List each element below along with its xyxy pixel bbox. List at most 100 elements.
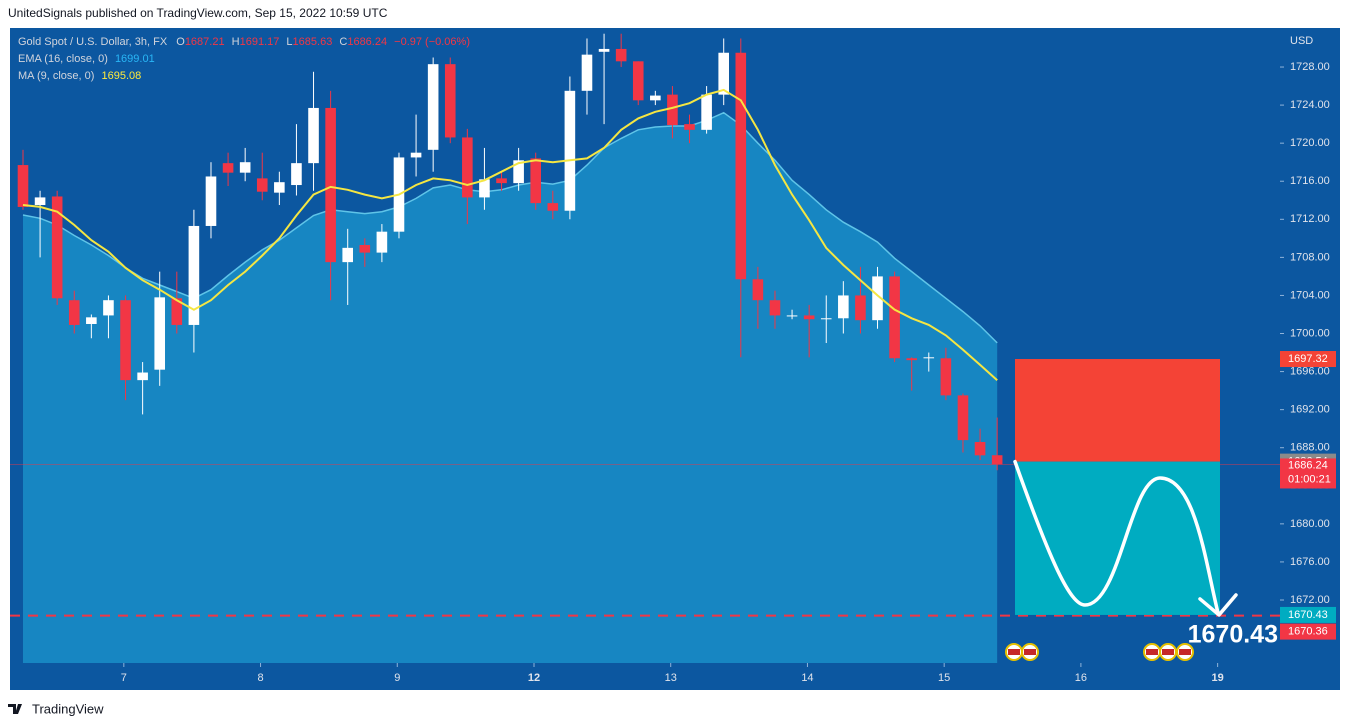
x-tick-label: 14 [801, 672, 813, 684]
y-tick-label: 1728.00 [1290, 61, 1330, 73]
x-tick-label: 15 [938, 672, 950, 684]
candle-body [68, 300, 80, 325]
candle-body [342, 247, 354, 263]
price-tag-label: 1670.36 [1288, 626, 1328, 638]
event-flag-stripe [1146, 649, 1158, 655]
candle-body [513, 160, 524, 184]
ohlc-prefix: O [176, 36, 185, 48]
price-tag-label: 1697.32 [1288, 353, 1328, 365]
price-tag [1280, 458, 1336, 489]
candle-body [889, 276, 900, 359]
y-tick-label: 1700.00 [1290, 327, 1330, 339]
ma-line [22, 88, 998, 382]
candle-body [410, 152, 422, 158]
y-tick-label: 1696.00 [1290, 365, 1330, 377]
stop-zone [1015, 359, 1220, 462]
event-flag-stripe [1008, 649, 1020, 655]
projection-curve [1013, 459, 1220, 615]
candle-body [308, 107, 319, 164]
y-tick-label: 1716.00 [1290, 175, 1330, 187]
candle-body [564, 90, 576, 211]
candle-body [239, 162, 251, 173]
candle-body [701, 94, 712, 130]
candle-body [752, 279, 764, 301]
published-note: UnitedSignals published on TradingView.c… [8, 6, 388, 20]
candle-body [154, 297, 166, 370]
event-flag-stripe [1179, 649, 1191, 655]
candle-body [496, 178, 507, 184]
ohlc-prefix: H [232, 36, 240, 48]
y-tick-label: 1712.00 [1290, 213, 1330, 225]
ema-line [22, 111, 998, 344]
plot [10, 33, 1280, 663]
candle-body [120, 300, 131, 381]
legend-ema: EMA (16, close, 0) 1699.01 [18, 53, 155, 65]
candle-body [547, 203, 559, 211]
candle-body [479, 179, 490, 198]
symbol-title: Gold Spot / U.S. Dollar, 3h, FX [18, 36, 168, 48]
countdown-label: 01:00:21 [1288, 473, 1331, 485]
candle-body [974, 442, 986, 456]
candle-body [769, 300, 781, 316]
candle-body [598, 48, 610, 52]
candle-body [274, 182, 285, 193]
candle-body [359, 244, 371, 253]
price-tag-label: 1686.24 [1288, 459, 1328, 471]
y-tick-label: 1692.00 [1290, 404, 1330, 416]
y-tick-label: 1724.00 [1290, 99, 1330, 111]
candle-body [103, 300, 114, 316]
candle-body [957, 395, 969, 441]
brand: TradingView [32, 701, 104, 716]
candle-body [838, 295, 849, 319]
price-tag-label: 1670.43 [1288, 609, 1328, 621]
tv-logo: TradingView [8, 701, 104, 716]
overlay: 1672.001676.001680.001684.001688.001692.… [121, 61, 1336, 684]
y-tick-label: 1704.00 [1290, 289, 1330, 301]
candle-body [786, 315, 798, 317]
event-flag-stripe [1162, 649, 1174, 655]
candle-body [923, 357, 935, 359]
ohlc-prefix: C [339, 36, 347, 48]
x-tick-label: 16 [1075, 672, 1087, 684]
ohlc-value: 1687.21 [185, 36, 225, 48]
price-tag [1280, 351, 1336, 368]
projection-arrow [1198, 593, 1238, 617]
ohlc-value: 1686.24 [347, 36, 387, 48]
x-tick-label: 13 [665, 672, 677, 684]
candle-body [991, 455, 1003, 465]
candle-body [86, 317, 97, 324]
candle-body [684, 124, 695, 130]
ohlc-value: 1685.63 [293, 36, 333, 48]
candle-body [291, 163, 302, 186]
candle-body [906, 358, 917, 361]
target-big-label: 1670.43 [1188, 621, 1278, 649]
candle-body [820, 318, 832, 320]
candle-body [667, 94, 678, 126]
candle-body [872, 276, 883, 321]
candle-body [718, 52, 730, 95]
indicator-value: 1695.08 [101, 70, 141, 82]
y-tick-label: 1708.00 [1290, 251, 1330, 263]
x-tick-label: 12 [528, 672, 540, 684]
x-tick-label: 9 [394, 672, 400, 684]
currency-label: USD [1290, 35, 1313, 47]
y-tick-label: 1672.00 [1290, 594, 1330, 606]
candle-body [325, 107, 336, 263]
candle-body [803, 315, 815, 320]
y-tick-label: 1720.00 [1290, 137, 1330, 149]
logo-mark [8, 704, 22, 714]
candle-body [940, 358, 952, 396]
ohlc-value: 1691.17 [240, 36, 280, 48]
price-tag [1280, 623, 1336, 640]
candle-body [188, 225, 200, 325]
y-tick-label: 1676.00 [1290, 556, 1330, 568]
x-tick-label: 7 [121, 672, 127, 684]
legend-ma: MA (9, close, 0) 1695.08 [18, 70, 141, 82]
x-tick-label: 8 [257, 672, 263, 684]
candle-body [376, 231, 388, 253]
candle-body [530, 158, 542, 204]
candle-body [632, 61, 644, 101]
indicator-name: MA (9, close, 0) [18, 70, 94, 82]
candle-body [137, 372, 148, 381]
y-tick-label: 1688.00 [1290, 442, 1330, 454]
